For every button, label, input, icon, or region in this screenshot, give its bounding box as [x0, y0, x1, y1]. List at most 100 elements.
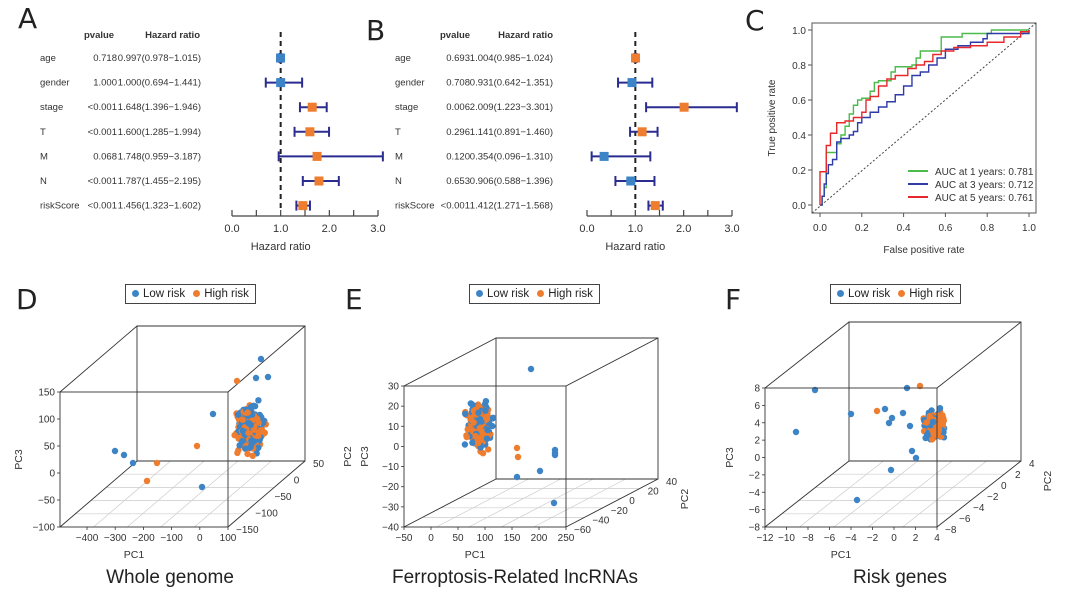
point-high-risk	[474, 433, 482, 440]
row-label: N	[40, 176, 47, 187]
panel-letter-f: F	[725, 283, 742, 316]
point-high-risk	[244, 427, 252, 434]
x-tick-label: 2.0	[676, 223, 691, 235]
x-tick-label: 100	[220, 533, 237, 544]
point-low-risk	[120, 451, 128, 459]
point-low-risk	[925, 429, 932, 436]
point-high-risk	[916, 382, 924, 390]
depth-tick-label: −100	[255, 509, 278, 520]
header-pvalue: pvalue	[440, 30, 471, 41]
floor-grid-line	[764, 460, 850, 528]
point-high-risk	[939, 424, 947, 432]
point-high-risk	[250, 411, 257, 418]
point-low-risk	[551, 449, 559, 457]
hazard-ratio-marker	[599, 151, 609, 161]
point-low-risk	[928, 423, 935, 430]
point-low-risk	[255, 437, 263, 444]
depth-tick-label: −150	[236, 525, 259, 536]
point-low-risk	[247, 422, 254, 429]
point-high-risk	[235, 446, 242, 454]
point-high-risk	[252, 434, 259, 441]
back-face	[848, 321, 1022, 462]
point-high-risk	[935, 428, 942, 435]
point-high-risk	[471, 412, 478, 419]
point-high-risk	[931, 419, 938, 426]
point-high-risk	[251, 426, 258, 433]
point-high-risk	[929, 419, 936, 427]
point-high-risk	[939, 420, 946, 428]
x-tick-label: 0.6	[938, 223, 952, 234]
point-high-risk	[476, 428, 483, 436]
point-low-risk	[468, 408, 476, 416]
point-low-risk	[471, 440, 478, 447]
x-tick-label: −200	[132, 533, 155, 544]
row-pvalue: <0.001	[88, 127, 117, 138]
legend-label: AUC at 1 years: 0.781	[935, 167, 1034, 178]
point-low-risk	[472, 422, 480, 430]
point-high-risk	[929, 422, 937, 429]
point-high-risk	[514, 453, 522, 461]
point-low-risk	[912, 454, 920, 462]
forest-b: age 0.693 1.004(0.985−1.024)gender 0.708 0.9…	[395, 32, 740, 253]
point-low-risk	[926, 421, 933, 428]
point-high-risk	[936, 430, 944, 437]
floor-grid-line	[533, 478, 626, 528]
point-high-risk	[477, 414, 485, 421]
point-low-risk	[257, 355, 265, 363]
point-low-risk	[483, 433, 491, 440]
point-low-risk	[928, 407, 935, 414]
point-high-risk	[476, 403, 483, 411]
point-high-risk	[248, 419, 255, 426]
point-low-risk	[253, 450, 260, 457]
point-low-risk	[252, 414, 260, 421]
point-low-risk	[928, 428, 936, 435]
point-low-risk	[252, 431, 260, 438]
point-high-risk	[235, 423, 242, 431]
point-high-risk	[931, 423, 938, 430]
y-tick-label: 100	[38, 415, 55, 426]
point-high-risk	[233, 377, 241, 385]
point-low-risk	[256, 436, 263, 444]
y-tick-label: −2	[749, 470, 761, 481]
row-label: stage	[40, 102, 63, 113]
point-low-risk	[236, 423, 244, 431]
x-tick-label: −400	[76, 533, 99, 544]
point-high-risk	[244, 431, 251, 438]
x-tick-label: 3.0	[370, 223, 385, 235]
point-low-risk	[929, 418, 937, 426]
depth-tick-label: −6	[959, 514, 971, 525]
point-low-risk	[242, 433, 249, 440]
point-high-risk	[258, 426, 266, 434]
point-low-risk	[473, 418, 480, 425]
point-low-risk	[934, 430, 941, 437]
point-high-risk	[926, 419, 934, 427]
point-high-risk	[243, 424, 250, 432]
y-tick-label: −30	[382, 502, 399, 513]
depth-tick-label: 0	[1001, 481, 1007, 492]
x-tick-label: −10	[778, 533, 795, 544]
point-high-risk	[251, 413, 258, 420]
point-high-risk	[477, 409, 484, 416]
point-high-risk	[247, 415, 255, 423]
point-low-risk	[930, 433, 938, 440]
point-low-risk	[250, 438, 258, 445]
point-high-risk	[238, 428, 246, 435]
point-low-risk	[473, 423, 480, 430]
point-high-risk	[928, 422, 936, 429]
point-low-risk	[931, 419, 939, 427]
point-high-risk	[930, 430, 937, 438]
point-high-risk	[485, 432, 493, 439]
point-high-risk	[472, 426, 479, 433]
point-low-risk	[473, 423, 480, 431]
point-low-risk	[792, 428, 800, 436]
point-low-risk	[245, 440, 252, 448]
point-high-risk	[931, 423, 938, 430]
panel-letter-d: D	[16, 283, 38, 316]
box-edge	[59, 325, 138, 393]
x-tick-label: 0	[197, 533, 203, 544]
point-high-risk	[250, 430, 258, 437]
y-tick-label: 0.0	[792, 201, 806, 212]
point-low-risk	[246, 434, 254, 442]
point-low-risk	[931, 415, 938, 422]
